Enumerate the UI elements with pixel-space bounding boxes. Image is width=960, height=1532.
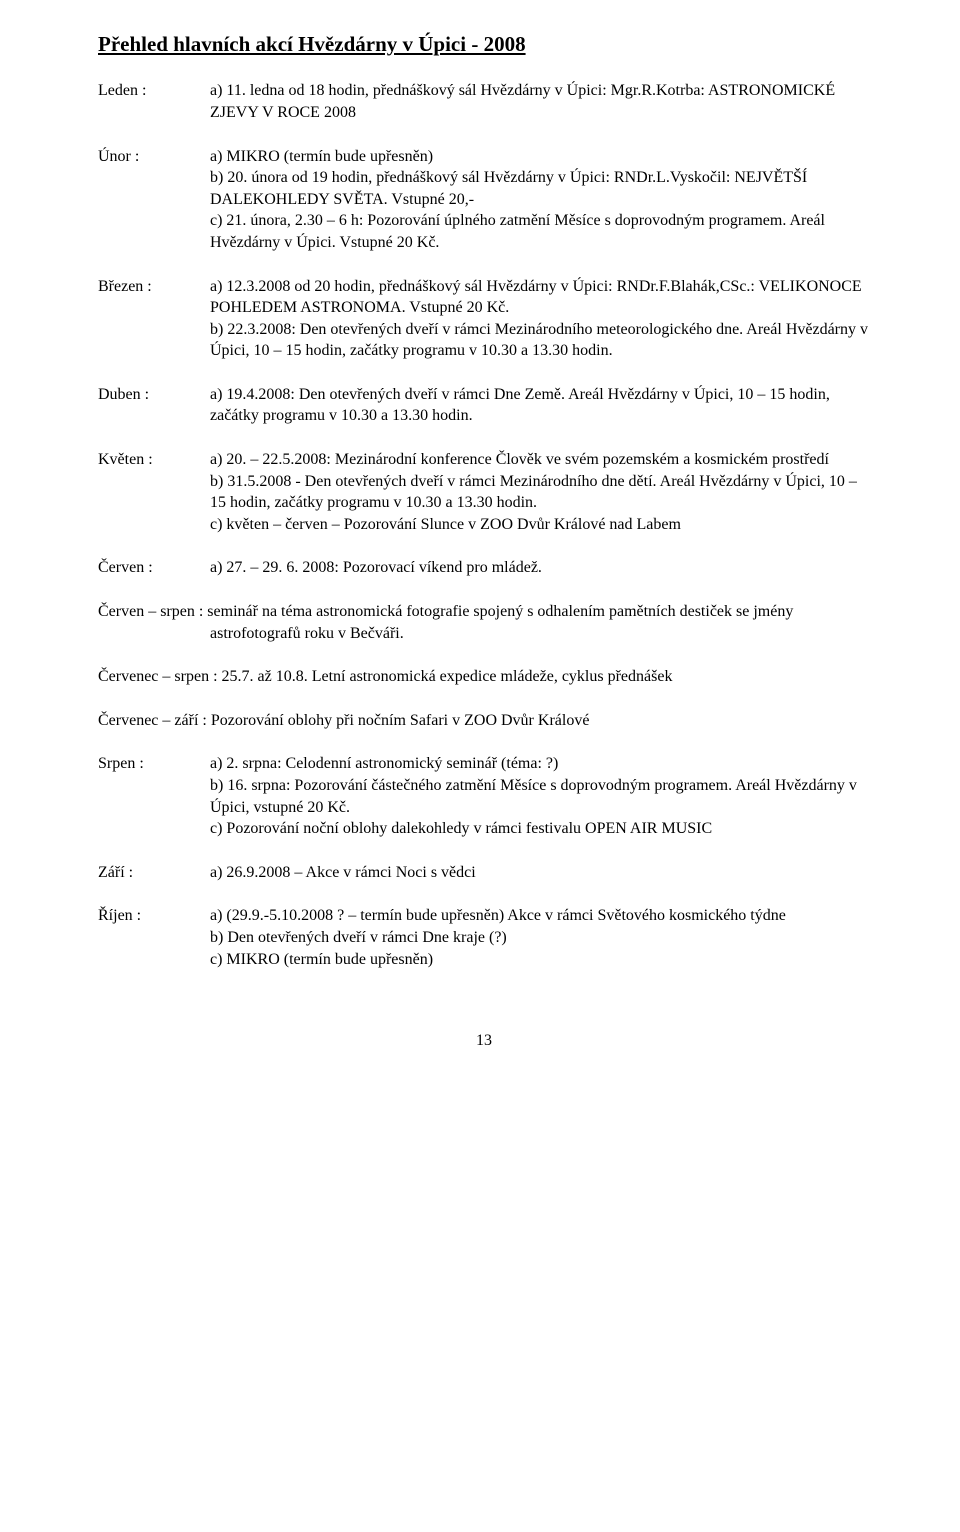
label-duben: Duben : <box>98 384 210 427</box>
content-brezen: a) 12.3.2008 od 20 hodin, přednáškový sá… <box>210 276 870 362</box>
content-srpen: a) 2. srpna: Celodenní astronomický semi… <box>210 753 870 839</box>
row-brezen: Březen : a) 12.3.2008 od 20 hodin, předn… <box>98 276 870 362</box>
content-zari: a) 26.9.2008 – Akce v rámci Noci s vědci <box>210 862 870 884</box>
label-kveten: Květen : <box>98 449 210 535</box>
row-cerven: Červen : a) 27. – 29. 6. 2008: Pozorovac… <box>98 557 870 579</box>
row-duben: Duben : a) 19.4.2008: Den otevřených dve… <box>98 384 870 427</box>
content-leden: a) 11. ledna od 18 hodin, přednáškový sá… <box>210 80 870 123</box>
label-leden: Leden : <box>98 80 210 123</box>
label-zari: Září : <box>98 862 210 884</box>
label-cerven: Červen : <box>98 557 210 579</box>
paragraph-cervenec-zari: Červenec – září : Pozorování oblohy při … <box>98 710 870 732</box>
content-duben: a) 19.4.2008: Den otevřených dveří v rám… <box>210 384 870 427</box>
label-unor: Únor : <box>98 146 210 254</box>
row-leden: Leden : a) 11. ledna od 18 hodin, předná… <box>98 80 870 123</box>
page-title: Přehled hlavních akcí Hvězdárny v Úpici … <box>98 30 870 58</box>
row-srpen: Srpen : a) 2. srpna: Celodenní astronomi… <box>98 753 870 839</box>
row-rijen: Říjen : a) (29.9.-5.10.2008 ? – termín b… <box>98 905 870 970</box>
label-rijen: Říjen : <box>98 905 210 970</box>
content-unor: a) MIKRO (termín bude upřesněn)b) 20. ún… <box>210 146 870 254</box>
label-brezen: Březen : <box>98 276 210 362</box>
content-rijen: a) (29.9.-5.10.2008 ? – termín bude upře… <box>210 905 870 970</box>
paragraph-cervenec-srpen: Červenec – srpen : 25.7. až 10.8. Letní … <box>98 666 870 688</box>
row-kveten: Květen : a) 20. – 22.5.2008: Mezinárodní… <box>98 449 870 535</box>
label-srpen: Srpen : <box>98 753 210 839</box>
paragraph-cerven-srpen: Červen – srpen : seminář na téma astrono… <box>98 601 870 644</box>
text-cerven-srpen: Červen – srpen : seminář na téma astrono… <box>98 601 870 644</box>
page-number: 13 <box>98 1030 870 1052</box>
content-kveten: a) 20. – 22.5.2008: Mezinárodní konferen… <box>210 449 870 535</box>
content-cerven: a) 27. – 29. 6. 2008: Pozorovací víkend … <box>210 557 870 579</box>
row-zari: Září : a) 26.9.2008 – Akce v rámci Noci … <box>98 862 870 884</box>
row-unor: Únor : a) MIKRO (termín bude upřesněn)b)… <box>98 146 870 254</box>
